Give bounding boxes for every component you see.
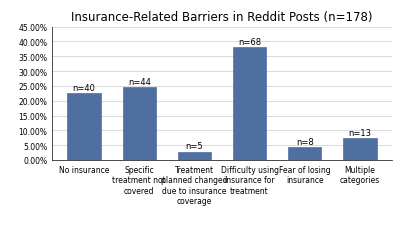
Bar xyxy=(288,147,321,160)
Text: n=68: n=68 xyxy=(238,37,261,46)
Text: n=40: n=40 xyxy=(72,84,96,93)
Title: Insurance-Related Barriers in Reddit Posts (n=178): Insurance-Related Barriers in Reddit Pos… xyxy=(71,11,373,24)
Text: n=5: n=5 xyxy=(186,142,203,151)
Bar xyxy=(233,48,266,160)
Bar xyxy=(123,87,156,160)
Text: n=44: n=44 xyxy=(128,77,151,86)
Bar xyxy=(68,94,100,160)
Bar xyxy=(178,152,211,160)
Text: n=13: n=13 xyxy=(348,129,372,138)
Text: n=8: n=8 xyxy=(296,137,314,146)
Bar xyxy=(344,139,376,160)
